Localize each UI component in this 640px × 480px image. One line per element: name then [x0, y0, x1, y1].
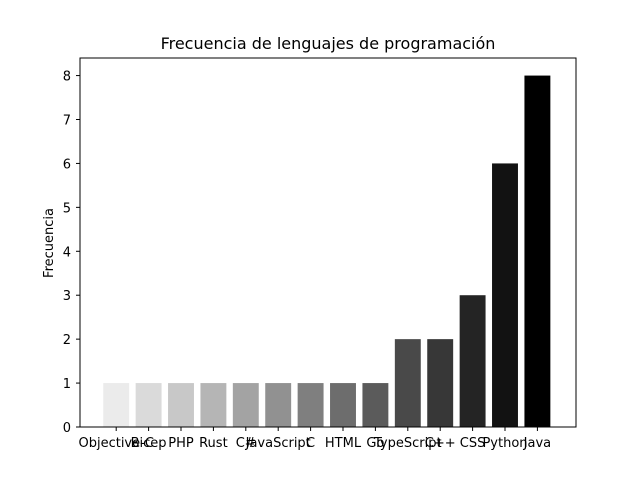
bar-css — [459, 295, 486, 427]
bar-html — [330, 383, 356, 427]
bar-c — [297, 383, 324, 427]
bar-java — [524, 75, 551, 427]
bar-bicep — [135, 383, 162, 427]
y-tick-label: 2 — [63, 333, 71, 348]
bar-go — [362, 383, 389, 427]
bar-php — [168, 383, 194, 427]
y-axis-label: Frecuencia — [42, 208, 57, 278]
y-tick-label: 7 — [63, 114, 71, 129]
bar-objective-c — [103, 383, 130, 427]
y-tick-label: 6 — [63, 157, 71, 172]
x-tick-label: CSS — [460, 436, 486, 451]
x-tick-label: Rust — [199, 436, 228, 451]
bar-c- — [427, 339, 454, 427]
x-tick-label: C# — [236, 436, 256, 451]
x-tick-label: HTML — [325, 436, 362, 451]
x-tick-label: C — [306, 436, 315, 451]
x-tick-label: Objective-C — [78, 436, 153, 451]
bar-c- — [232, 383, 259, 427]
y-tick-label: 1 — [63, 377, 71, 392]
x-tick-label: Python — [482, 436, 527, 451]
plot-frame — [79, 57, 577, 428]
x-tick-label: JavaScript — [245, 436, 311, 451]
y-tick-label: 5 — [63, 201, 71, 216]
bar-rust — [200, 383, 227, 427]
x-tick-label: Bicep — [131, 436, 167, 451]
chart-title: Frecuencia de lenguajes de programación — [161, 34, 496, 53]
x-tick-label: C++ — [425, 436, 456, 451]
y-tick-label: 0 — [63, 421, 71, 436]
x-tick-label: TypeScript — [373, 436, 442, 451]
y-tick-label: 4 — [63, 245, 71, 260]
y-tick-label: 3 — [63, 289, 71, 304]
bar-javascript — [265, 383, 292, 427]
x-tick-label: Go — [366, 436, 384, 451]
y-tick-label: 8 — [63, 70, 71, 85]
bars-layer — [103, 75, 551, 427]
bar-typescript — [394, 339, 421, 427]
x-tick-label: Java — [523, 436, 551, 451]
x-tick-label: PHP — [168, 436, 194, 451]
bar-python — [492, 163, 518, 427]
